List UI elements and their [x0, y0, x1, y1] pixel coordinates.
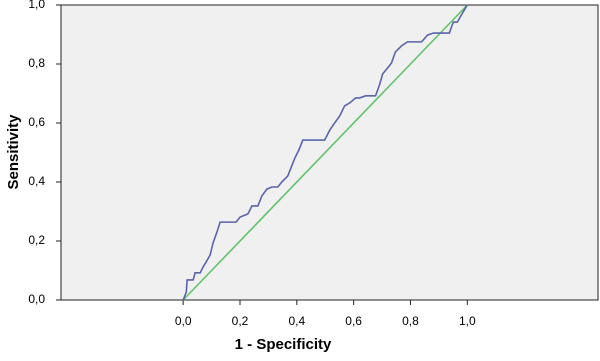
- x-tick-label: 0,4: [288, 314, 305, 328]
- x-tick-label: 0,8: [402, 314, 419, 328]
- x-tick-label: 0,2: [232, 314, 249, 328]
- x-tick-label: 1,0: [459, 314, 476, 328]
- line-series: [182, 4, 468, 301]
- y-tick-label: 1,0: [28, 0, 45, 11]
- y-tick-label: 0,8: [28, 56, 45, 70]
- plot-area: [60, 4, 599, 301]
- x-axis-label: 1 - Specificity: [235, 336, 332, 353]
- x-tick-label: 0,0: [175, 314, 192, 328]
- y-tick-label: 0,2: [28, 233, 45, 247]
- y-tick-label: 0,0: [28, 292, 45, 306]
- y-tick-label: 0,4: [28, 174, 45, 188]
- y-axis-label: Sensitivity: [5, 114, 22, 190]
- line-series: [182, 4, 468, 301]
- x-tick-label: 0,6: [345, 314, 362, 328]
- y-tick-label: 0,6: [28, 115, 45, 129]
